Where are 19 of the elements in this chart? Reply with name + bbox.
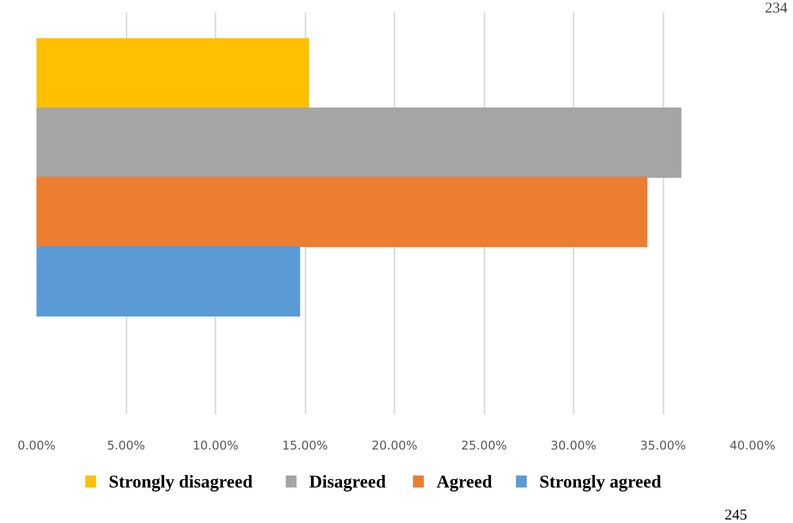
bar bbox=[36, 107, 682, 178]
legend-label: Disagreed bbox=[309, 472, 386, 492]
legend-label: Agreed bbox=[436, 472, 492, 492]
x-tick-label: 20.00% bbox=[372, 438, 418, 452]
x-tick-label: 10.00% bbox=[192, 438, 238, 452]
x-tick-label: 25.00% bbox=[461, 438, 507, 452]
bar bbox=[36, 176, 648, 248]
bar bbox=[36, 38, 310, 108]
x-tick-label: 5.00% bbox=[106, 438, 146, 452]
legend-label: Strongly disagreed bbox=[108, 472, 253, 492]
legend-label: Strongly agreed bbox=[539, 472, 662, 492]
bar bbox=[36, 246, 300, 317]
text: 245 bbox=[724, 508, 748, 523]
x-tick-label: 30.00% bbox=[550, 438, 596, 452]
x-tick-label: 0.00% bbox=[17, 438, 56, 452]
text: 234 bbox=[765, 0, 788, 16]
x-tick-label: 35.00% bbox=[640, 438, 686, 452]
x-tick-label: 15.00% bbox=[282, 438, 328, 452]
x-tick-label: 40.00% bbox=[730, 438, 776, 452]
